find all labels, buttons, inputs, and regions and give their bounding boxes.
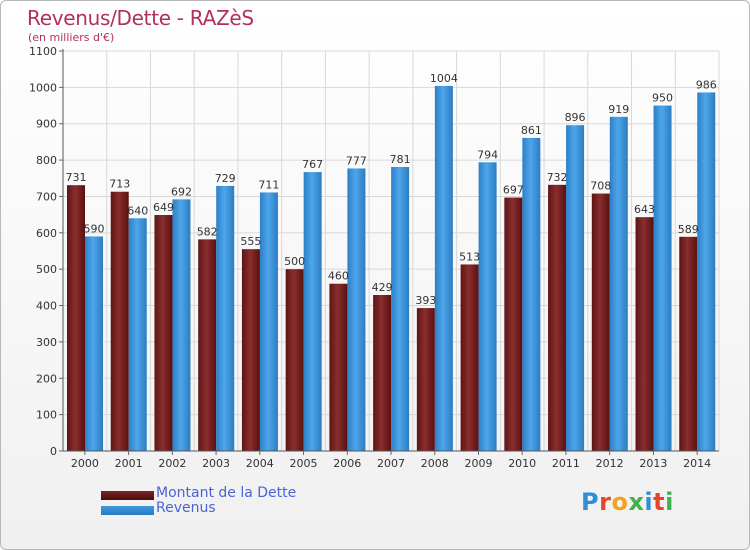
value-label-revenus-2012: 919 [608,103,629,116]
bar-dette-2010 [504,197,523,451]
y-tick-label-800: 800 [36,154,57,167]
bar-revenus-2006 [347,168,366,452]
x-tick-label-2010: 2010 [508,457,536,470]
y-tick-label-1100: 1100 [29,45,57,58]
value-label-revenus-2013: 950 [652,92,673,105]
value-label-revenus-2003: 729 [215,172,236,185]
value-label-dette-2007: 429 [372,281,393,294]
x-tick-label-2002: 2002 [158,457,186,470]
x-tick-label-2011: 2011 [552,457,580,470]
bar-dette-2012 [591,193,610,451]
bar-revenus-2012 [609,116,628,452]
value-label-revenus-2005: 767 [302,158,323,171]
value-label-dette-2010: 697 [503,184,524,197]
value-label-dette-2008: 393 [415,294,436,307]
value-label-dette-2001: 713 [109,178,130,191]
value-label-dette-2011: 732 [547,171,568,184]
y-tick-label-100: 100 [36,409,57,422]
chart-subtitle: (en milliers d'€) [28,31,115,44]
value-label-revenus-2000: 590 [84,222,105,235]
value-label-dette-2004: 555 [240,235,261,248]
x-tick-label-2008: 2008 [421,457,449,470]
y-tick-label-0: 0 [50,445,57,458]
bar-revenus-2011 [566,125,585,451]
value-label-revenus-2002: 692 [171,185,192,198]
legend-swatch-revenus [101,506,154,515]
chart-title: Revenus/Dette - RAZèS [27,6,254,30]
value-label-revenus-2007: 781 [390,153,411,166]
x-tick-label-2005: 2005 [290,457,318,470]
y-tick-label-300: 300 [36,336,57,349]
bar-revenus-2013 [653,105,672,451]
value-label-revenus-2011: 896 [565,111,586,124]
value-label-revenus-2010: 861 [521,124,542,137]
x-tick-label-2001: 2001 [115,457,143,470]
bar-revenus-2004 [259,192,278,452]
x-tick-label-2012: 2012 [596,457,624,470]
value-label-dette-2013: 643 [634,203,655,216]
bar-revenus-2001 [128,218,147,451]
value-labels: 731 590 713 640 649 692 582 729 555 711 500 767 460 7… [66,72,717,307]
y-tick-label-400: 400 [36,300,57,313]
value-label-revenus-2014: 986 [696,78,717,91]
bar-revenus-2005 [303,172,322,451]
value-label-dette-2000: 731 [66,171,87,184]
legend-label-revenus: Revenus [156,500,216,516]
value-label-dette-2009: 513 [459,250,480,263]
bar-dette-2009 [460,264,479,451]
x-tick-label-2006: 2006 [333,457,361,470]
bar-dette-2014 [679,236,698,451]
bar-dette-2004 [241,249,260,451]
legend-label-dette: Montant de la Dette [156,485,297,501]
value-label-revenus-2001: 640 [127,204,148,217]
value-label-dette-2006: 460 [328,270,349,283]
value-label-dette-2002: 649 [153,201,174,214]
bar-dette-2013 [635,217,654,451]
bar-revenus-2009 [478,162,497,452]
bar-dette-2000 [67,185,85,451]
bar-revenus-2002 [172,199,191,451]
bar-revenus-2003 [216,185,235,451]
value-label-dette-2005: 500 [284,255,305,268]
bar-dette-2006 [329,283,348,451]
x-tick-label-2007: 2007 [377,457,405,470]
bar-dette-2002 [154,215,173,451]
y-tick-label-600: 600 [36,227,57,240]
value-label-revenus-2004: 711 [258,178,279,191]
bar-dette-2001 [110,191,129,451]
x-tick-label-2003: 2003 [202,457,230,470]
bars [67,85,716,452]
x-tick-label-2000: 2000 [71,457,99,470]
bar-revenus-2007 [391,167,410,451]
bar-revenus-2008 [434,85,453,451]
axes: 0 100 200 300 400 500 600 700 800 900 1000 1100 2000… [29,45,719,470]
bar-dette-2007 [373,295,392,451]
proxiti-logo: Proxiti [581,488,674,516]
y-tick-label-200: 200 [36,372,57,385]
x-tick-label-2014: 2014 [683,457,711,470]
value-label-revenus-2006: 777 [346,154,367,167]
value-label-dette-2012: 708 [590,180,611,193]
bar-revenus-2014 [697,92,716,452]
y-tick-label-1000: 1000 [29,81,57,94]
value-label-dette-2003: 582 [197,225,218,238]
bar-dette-2005 [285,269,304,451]
bar-dette-2008 [416,308,435,451]
y-tick-label-500: 500 [36,263,57,276]
legend-swatch-dette [101,491,154,500]
value-label-revenus-2008: 1004 [430,72,458,85]
x-tick-label-2009: 2009 [464,457,492,470]
bar-revenus-2010 [522,137,541,451]
bar-revenus-2000 [85,236,103,451]
bar-dette-2003 [198,239,217,451]
x-tick-label-2013: 2013 [639,457,667,470]
y-tick-label-700: 700 [36,190,57,203]
y-tick-label-900: 900 [36,118,57,131]
value-label-revenus-2009: 794 [477,148,498,161]
value-label-dette-2014: 589 [678,223,699,236]
x-tick-label-2004: 2004 [246,457,274,470]
bar-dette-2011 [548,184,567,451]
